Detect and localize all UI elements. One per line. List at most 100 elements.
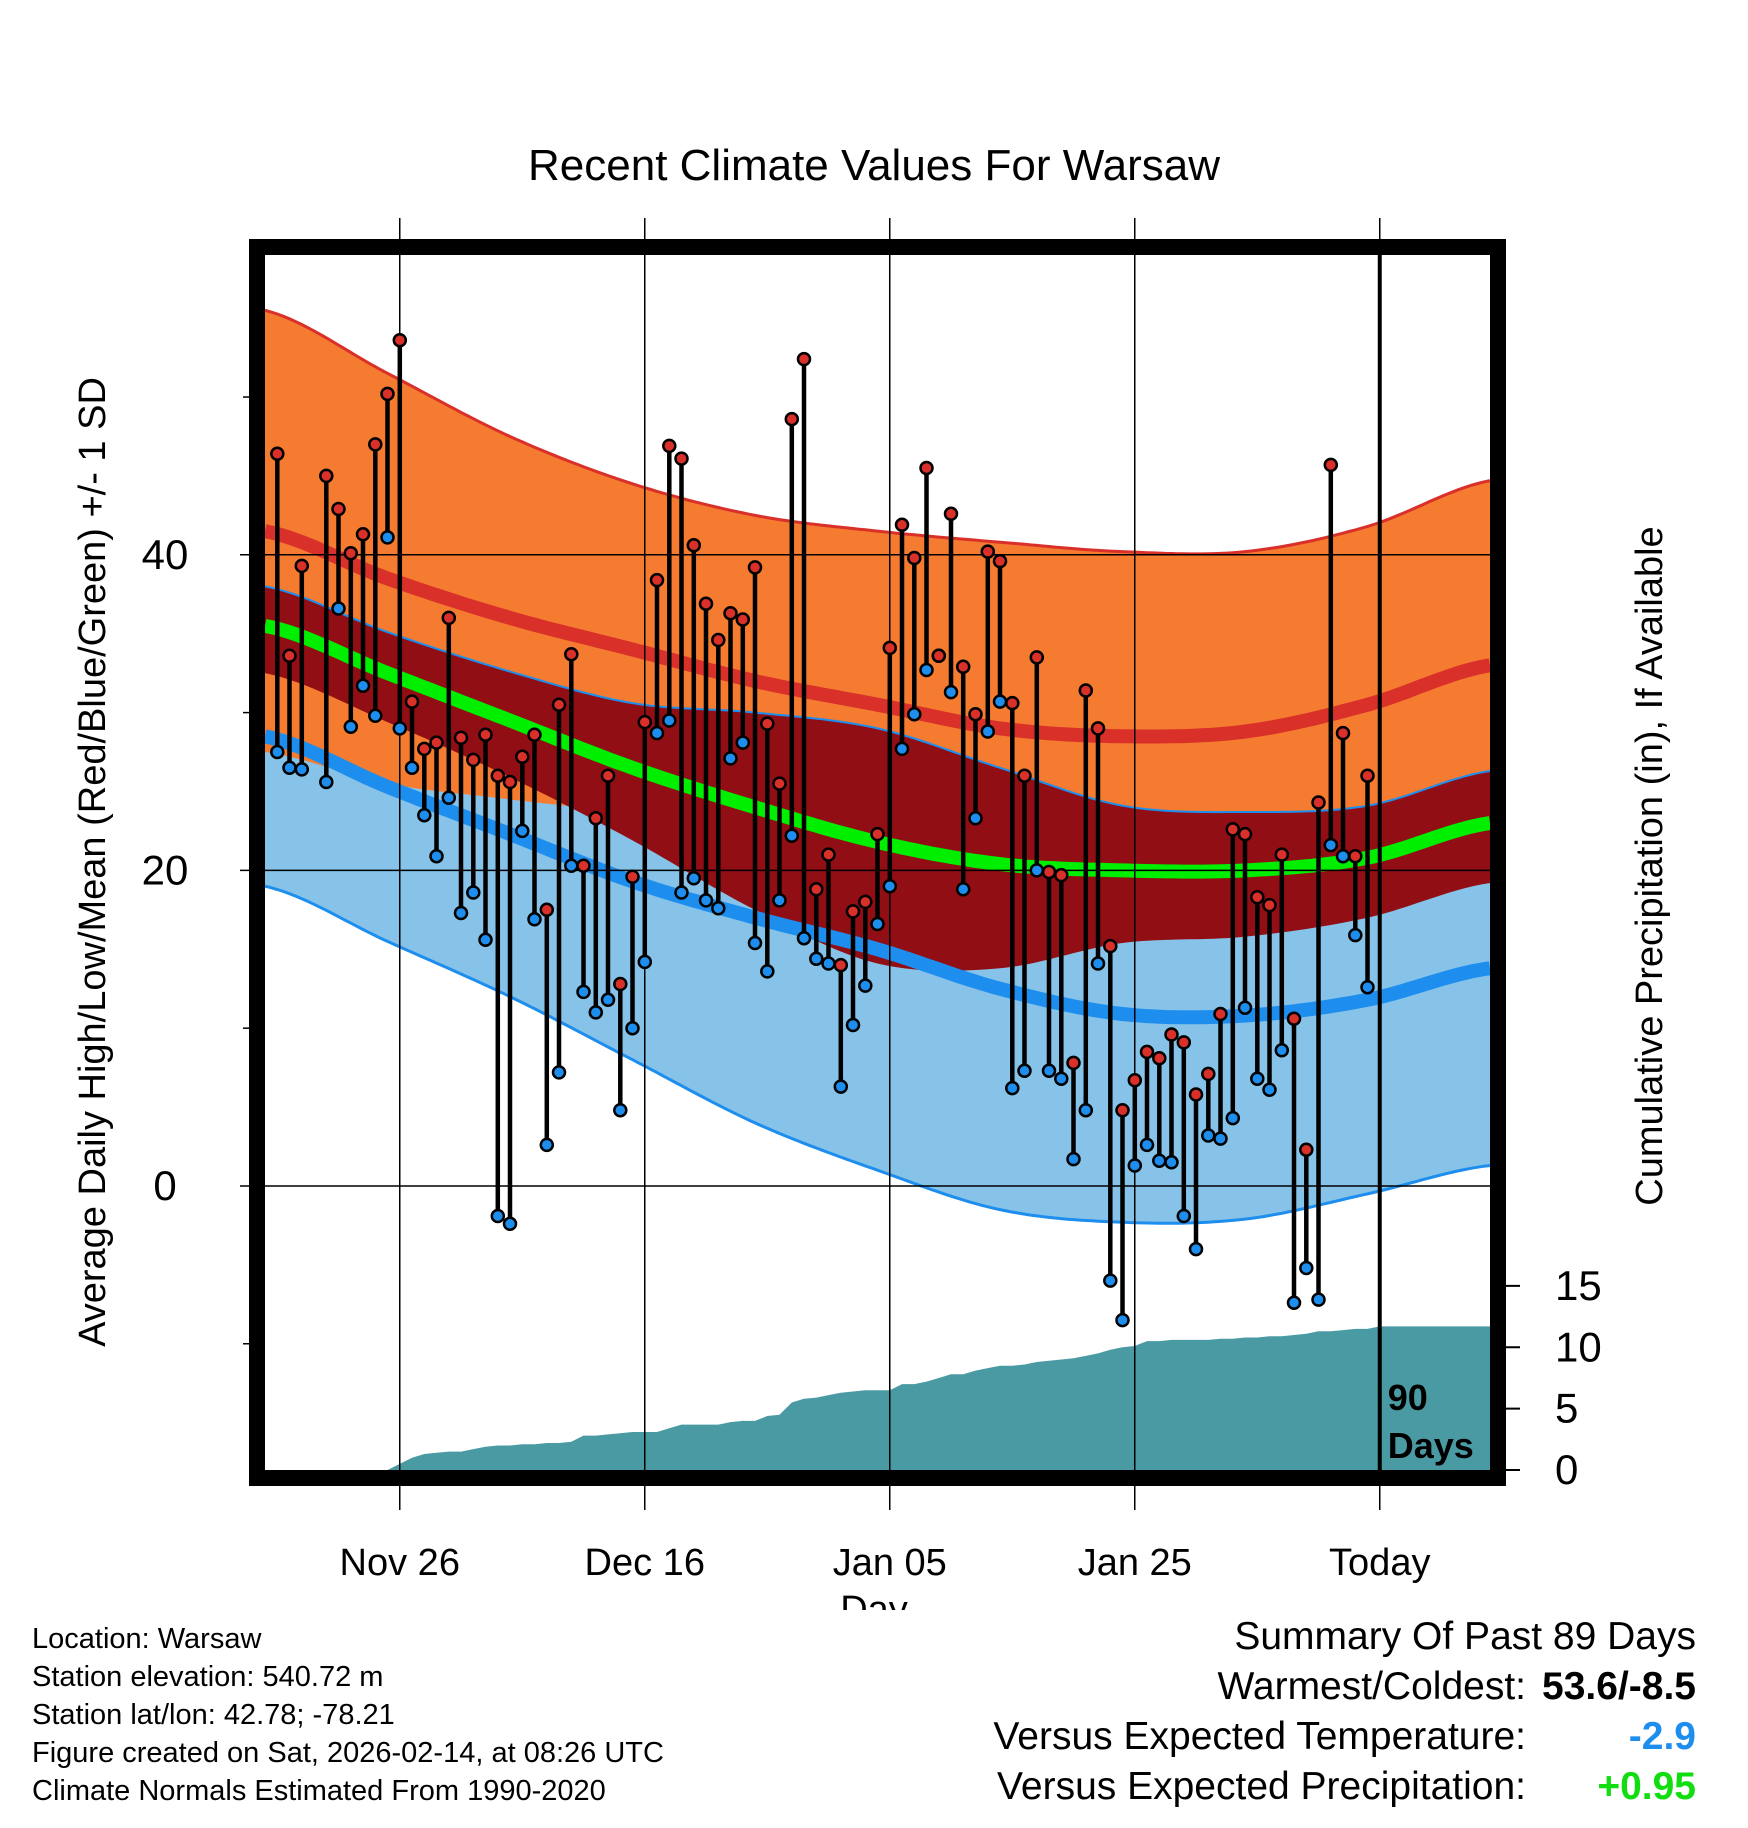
low-point (1115, 1312, 1130, 1328)
high-point (858, 894, 873, 910)
high-point (478, 727, 493, 742)
low-point (331, 601, 346, 616)
high-point (527, 727, 542, 742)
high-point (907, 550, 922, 566)
today-label-number: 90 (1388, 1377, 1428, 1418)
high-point (980, 544, 996, 559)
high-point (1250, 889, 1265, 905)
high-point (417, 741, 432, 757)
y-tick-label: 20 (142, 846, 189, 893)
high-point (1335, 725, 1351, 741)
high-point (270, 446, 285, 462)
high-point (821, 847, 836, 862)
high-point (833, 957, 849, 973)
low-point (711, 901, 726, 916)
high-point (1164, 1027, 1179, 1042)
high-point (319, 468, 334, 484)
high-point (1041, 864, 1057, 880)
daily-stems (275, 340, 1370, 1321)
high-point (955, 659, 971, 675)
high-point (502, 774, 518, 790)
low-point (772, 893, 787, 908)
low-point (1005, 1080, 1020, 1096)
y2-tick-label: 10 (1555, 1323, 1602, 1370)
high-point (992, 553, 1008, 569)
low-point (502, 1216, 518, 1232)
high-point (1066, 1055, 1081, 1071)
high-point (613, 976, 628, 992)
high-point (735, 612, 751, 627)
low-point (1066, 1151, 1081, 1167)
high-point (380, 386, 395, 402)
high-point (539, 902, 555, 918)
today-label: 90 Days (1388, 1377, 1474, 1466)
high-point (551, 697, 567, 712)
high-upper-line (264, 308, 1491, 556)
station-info: Location: Warsaw Station elevation: 540.… (32, 1620, 664, 1810)
high-point (809, 882, 824, 897)
low-point (1188, 1241, 1204, 1257)
summary-temp-row: Versus Expected Temperature: -2.9 (796, 1712, 1696, 1762)
x-tick-label: Dec 16 (585, 1542, 705, 1584)
high-point (429, 735, 444, 750)
low-point (282, 760, 297, 776)
warmest-value: 53.6/-8.5 (1542, 1665, 1696, 1708)
low-point (1139, 1137, 1155, 1153)
high-point (1286, 1011, 1302, 1026)
precip-label: Versus Expected Precipitation: (997, 1765, 1526, 1808)
high-point (698, 596, 714, 611)
high-point (747, 560, 763, 575)
low-point (1348, 927, 1363, 943)
y2-tick-label: 0 (1555, 1446, 1578, 1493)
high-point (637, 714, 653, 730)
high-point (968, 706, 983, 722)
high-point (564, 646, 579, 662)
low-point (1176, 1208, 1192, 1224)
low-point (919, 662, 934, 678)
low-point (1103, 1273, 1118, 1288)
low-point (833, 1079, 849, 1094)
low-normal-line (263, 729, 1492, 1025)
high-point (331, 501, 346, 517)
low-point (1054, 1071, 1069, 1086)
high-point (1090, 721, 1106, 736)
high-point (368, 437, 383, 452)
high-point (723, 605, 738, 621)
high-point (649, 572, 665, 588)
high-point (1054, 867, 1069, 883)
low-point (1017, 1063, 1032, 1079)
low-point (907, 706, 922, 722)
low-point (747, 935, 763, 951)
high-point (1213, 1006, 1228, 1022)
low-point (1286, 1295, 1302, 1310)
high-point (772, 776, 787, 791)
low-point (637, 954, 653, 970)
low-point (613, 1102, 628, 1118)
low-point (478, 932, 493, 948)
low-point (1090, 956, 1106, 971)
low-point (453, 905, 469, 921)
low-point (1152, 1153, 1167, 1168)
low-point (968, 811, 983, 826)
y-axis-label: Average Daily High/Low/Mean (Red/Blue/Gr… (72, 377, 114, 1347)
high-point (882, 640, 898, 656)
temp-label: Versus Expected Temperature: (993, 1715, 1526, 1758)
low-point (686, 871, 702, 886)
high-point (1127, 1073, 1143, 1088)
y2-axis-label: Cumulative Precipitation (in), If Availa… (1629, 526, 1671, 1205)
low-point (796, 930, 812, 946)
high-point (711, 632, 726, 648)
high-point (1225, 822, 1241, 837)
low-point (1311, 1292, 1326, 1307)
low-point (466, 885, 481, 900)
high-point (1201, 1066, 1216, 1082)
high-point (1348, 848, 1363, 864)
low-point (417, 807, 432, 823)
low-lower-line (264, 884, 1491, 1225)
x-tick-label: Nov 26 (340, 1542, 460, 1584)
low-point (858, 978, 873, 993)
high-point (392, 332, 408, 348)
low-point (870, 916, 885, 932)
high-point (931, 648, 947, 664)
low-point (1237, 1000, 1253, 1015)
